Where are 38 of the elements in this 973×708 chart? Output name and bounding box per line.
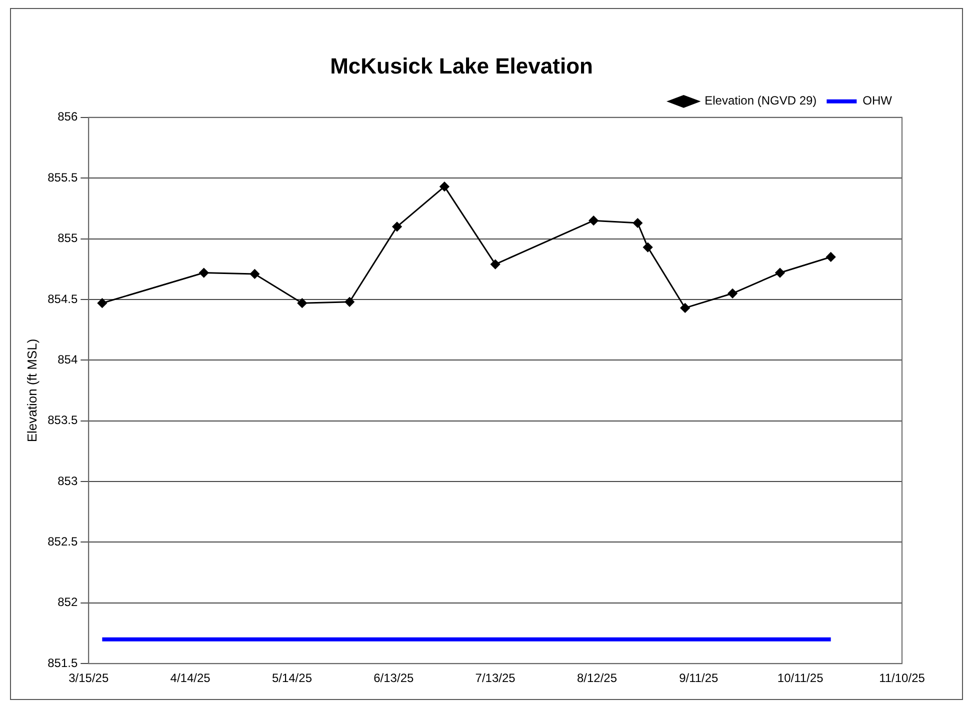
y-tick-label: 854.5 [48,292,78,306]
y-tick-label: 854 [58,352,78,366]
point [490,260,500,270]
point [826,252,836,262]
point [297,298,307,308]
x-tick-label: 5/14/25 [272,671,312,686]
point [588,216,598,226]
x-tick-label: 10/11/25 [777,671,824,686]
point [632,218,642,228]
y-tick-label: 855.5 [48,170,78,184]
y-tick-label: 855 [58,231,78,246]
y-tick-label: 851.5 [48,656,78,670]
y-tick-label: 852 [58,595,78,610]
x-tick-label: 8/12/25 [576,671,618,686]
point [199,268,209,278]
x-tick-label: 3/15/25 [68,671,109,686]
point [680,303,690,313]
point [728,288,738,298]
legend-label: Elevation (NGVD 29) [704,94,817,108]
x-tick-label: 7/13/25 [475,671,516,686]
legend-label: OHW [862,94,893,108]
point [440,182,450,192]
point [392,222,402,232]
x-tick-label: 11/10/25 [879,671,926,686]
y-tick-label: 853.5 [48,413,78,428]
x-tick-label: 4/14/25 [170,671,211,686]
point [643,242,653,252]
point [97,298,107,308]
point [344,297,354,307]
point [775,268,785,278]
point [250,269,260,279]
x-tick-label: 9/11/25 [679,671,719,686]
y-axis-title: Elevation (ft MSL) [24,338,40,442]
y-tick-label: 852.5 [48,534,78,549]
y-tick-label: 856 [58,110,78,124]
y-tick-label: 853 [58,474,78,488]
chart-title: McKusick Lake Elevation [330,53,593,78]
x-tick-label: 6/13/25 [374,671,414,686]
